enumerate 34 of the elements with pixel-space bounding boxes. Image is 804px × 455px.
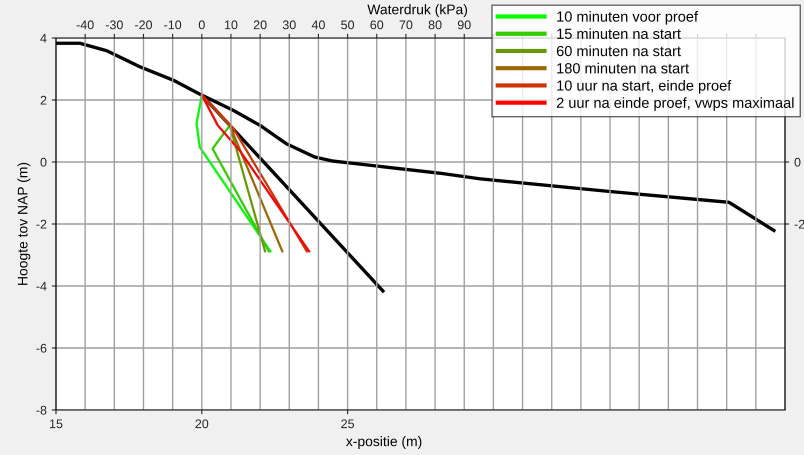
x2-tick-label: -20	[135, 20, 152, 30]
x2-axis-title: Waterdruk (kPa)	[367, 4, 468, 18]
y-tick-label: 0	[40, 158, 46, 167]
y-tick-label: 2	[40, 96, 46, 105]
legend-label: 10 minuten voor proef	[557, 11, 698, 25]
legend-label: 2 uur na einde proef, vwps maximaal	[556, 97, 794, 111]
x2-tick-label: 30	[282, 20, 296, 30]
x-tick-label: 20	[195, 419, 208, 428]
y2-tick-label: 0	[794, 158, 800, 167]
y-axis-title: Hoogte tov NAP (m)	[17, 162, 30, 285]
legend-label: 180 minuten na start	[557, 62, 689, 74]
y-tick-label: -2	[36, 220, 46, 229]
x2-tick-label: 0	[198, 20, 205, 30]
x2-tick-label: 90	[458, 20, 471, 30]
x2-tick-label: 60	[370, 20, 384, 30]
legend-label: 60 minuten na start	[556, 46, 681, 56]
x2-tick-label: -30	[106, 20, 123, 30]
legend-label: 15 minuten na start	[557, 28, 681, 39]
x-tick-label: 25	[341, 419, 354, 428]
x2-tick-label: 20	[254, 20, 267, 30]
x2-tick-label: -40	[76, 20, 94, 30]
x2-tick-label: 40	[312, 20, 325, 30]
x2-tick-label: -10	[164, 20, 182, 30]
x-axis-title: x-positie (m)	[346, 436, 422, 449]
legend-label: 10 uur na start, einde proef	[557, 80, 732, 94]
x2-tick-label: 70	[400, 20, 412, 30]
y-tick-label: -4	[36, 282, 47, 291]
y-tick-label: -6	[36, 344, 46, 353]
y-tick-label: -8	[36, 406, 46, 415]
y-tick-label: 4	[40, 34, 47, 43]
x2-tick-label: 50	[341, 20, 354, 30]
x-tick-label: 15	[50, 419, 62, 428]
x2-tick-label: 10	[224, 20, 238, 30]
x2-tick-label: 80	[428, 20, 442, 30]
